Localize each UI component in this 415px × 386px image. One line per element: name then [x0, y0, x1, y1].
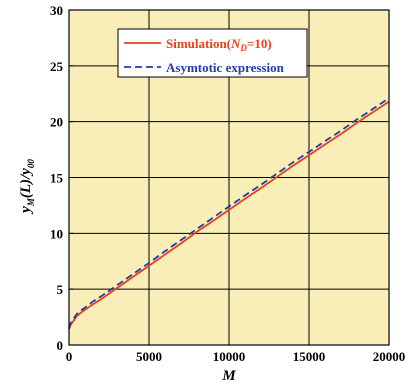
y-tick-label: 5	[57, 282, 64, 297]
y-tick-label: 15	[50, 171, 64, 186]
y-tick-label: 30	[50, 3, 63, 18]
series-line-0	[68, 100, 390, 330]
y-tick-label: 25	[50, 59, 64, 74]
x-tick-label: 15000	[293, 349, 326, 364]
x-tick-label: 20000	[373, 349, 406, 364]
x-axis-title: M	[221, 368, 236, 384]
legend-label-simulation: Simulation(ND=10)	[166, 36, 272, 53]
y-axis-title: yM(L)/y00	[18, 159, 36, 215]
y-tick-label: 10	[50, 226, 63, 241]
legend-label-asymptotic: Asymtotic expression	[166, 60, 285, 75]
legend-box	[117, 28, 308, 78]
x-tick-label: 5000	[136, 349, 162, 364]
legend: Simulation(ND=10) Asymtotic expression	[117, 28, 308, 78]
x-tick-label: 10000	[213, 349, 246, 364]
y-tick-label: 0	[57, 338, 64, 353]
series-line-1	[68, 97, 390, 329]
y-tick-label: 20	[50, 115, 63, 130]
x-tick-label: 0	[66, 349, 73, 364]
